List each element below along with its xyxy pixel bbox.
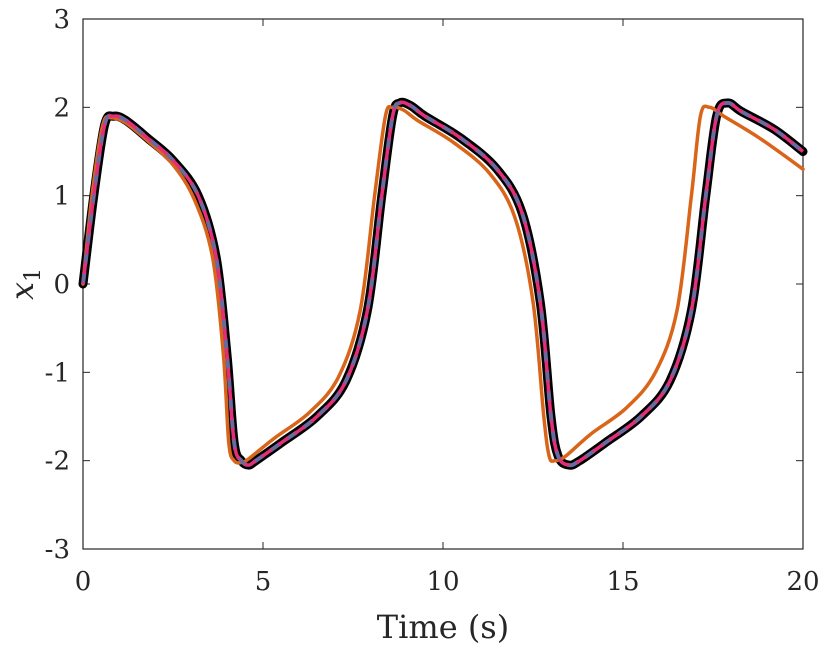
x-axis-label: Time (s) xyxy=(377,608,509,646)
series-layer xyxy=(78,97,808,470)
series-line-2 xyxy=(81,100,805,468)
x-tick-label: 10 xyxy=(426,567,459,597)
series-line-3 xyxy=(81,104,805,465)
series-line-1 xyxy=(81,100,805,468)
x-tick-label: 15 xyxy=(606,567,639,597)
y-axis-label-sub: 1 xyxy=(21,268,46,282)
y-tick-label: -1 xyxy=(45,358,70,388)
y-axis-label: x1 xyxy=(3,268,46,300)
y-axis-label-main: x xyxy=(3,282,41,300)
y-tick-label: 2 xyxy=(53,93,70,123)
y-tick-label: -3 xyxy=(45,535,70,565)
y-tick-label: -2 xyxy=(45,447,70,477)
y-tick-label: 0 xyxy=(53,270,70,300)
x-tick-label: 5 xyxy=(255,567,272,597)
y-tick-label: 3 xyxy=(53,5,70,35)
x-tick-label: 20 xyxy=(786,567,819,597)
plot-area xyxy=(82,18,804,550)
ticks xyxy=(82,18,804,550)
y-tick-label: 1 xyxy=(53,182,70,212)
x-tick-label: 0 xyxy=(75,567,92,597)
